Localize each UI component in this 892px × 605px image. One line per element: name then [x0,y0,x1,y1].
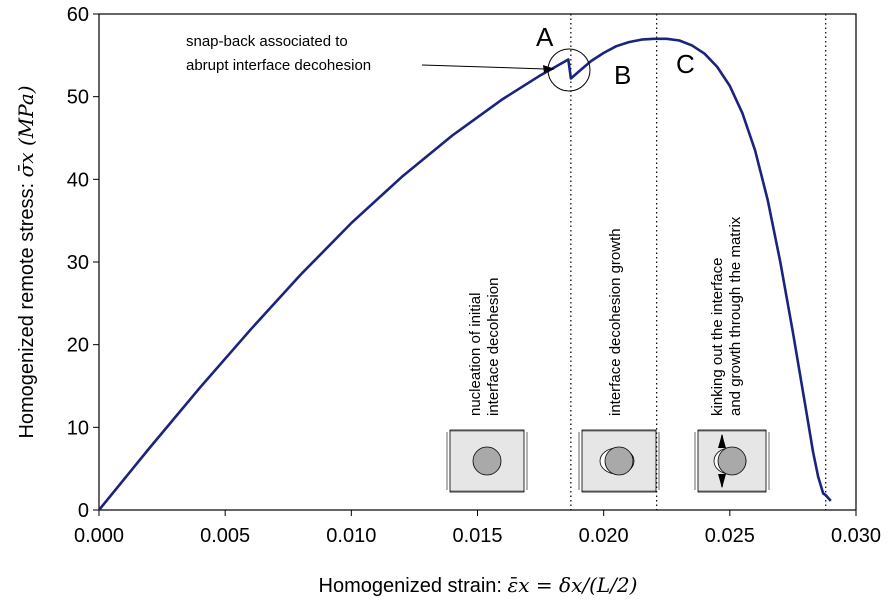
y-axis-title: Homogenized remote stress: σ̄x (MPa) [14,85,38,438]
x-tick-label: 0.030 [831,525,881,547]
y-tick-label: 40 [67,169,89,191]
x-axis-ticks: 0.000 0.005 0.010 0.015 0.020 0.025 0.030 [74,510,881,547]
y-tick-label: 10 [67,417,89,439]
inset-decohesion-growth [578,429,660,493]
y-tick-label: 60 [67,4,89,26]
x-tick-label: 0.020 [579,525,629,547]
phase1-label-line1: nucleation of initial [467,293,484,416]
snapback-arrow-line [421,64,547,70]
x-tick-label: 0.010 [326,525,376,547]
phase-separator-lines [570,14,827,510]
y-tick-label: 50 [67,87,89,109]
stress-strain-curve [97,37,832,511]
inset-nucleation [446,429,528,493]
x-axis-title: Homogenized strain: ε̄x = δx/(L/2) [319,573,638,597]
inset-kinking [694,429,770,493]
phase1-label-line2: interface decohesion [485,278,502,416]
y-axis-ticks: 0 10 20 30 40 50 60 [67,4,99,522]
y-tick-label: 20 [67,335,89,357]
y-tick-label: 0 [78,500,89,522]
snapback-annotation-line1: snap-back associated to [186,33,348,50]
phase3-label-line2: and growth through the matrix [727,216,744,416]
point-label-c: C [676,49,695,79]
point-label-a: A [536,22,554,52]
x-tick-label: 0.005 [200,525,250,547]
point-label-b: B [614,60,631,90]
snapback-arrow-head [543,65,555,73]
x-tick-label: 0.025 [705,525,755,547]
phase2-label-line1: interface decohesion growth [607,228,624,416]
x-tick-label: 0.000 [74,525,124,547]
y-tick-label: 30 [67,252,89,274]
x-tick-label: 0.015 [452,525,502,547]
snapback-annotation-line2: abrupt interface decohesion [186,57,371,74]
phase3-label-line1: kinking out the interface [709,258,726,416]
